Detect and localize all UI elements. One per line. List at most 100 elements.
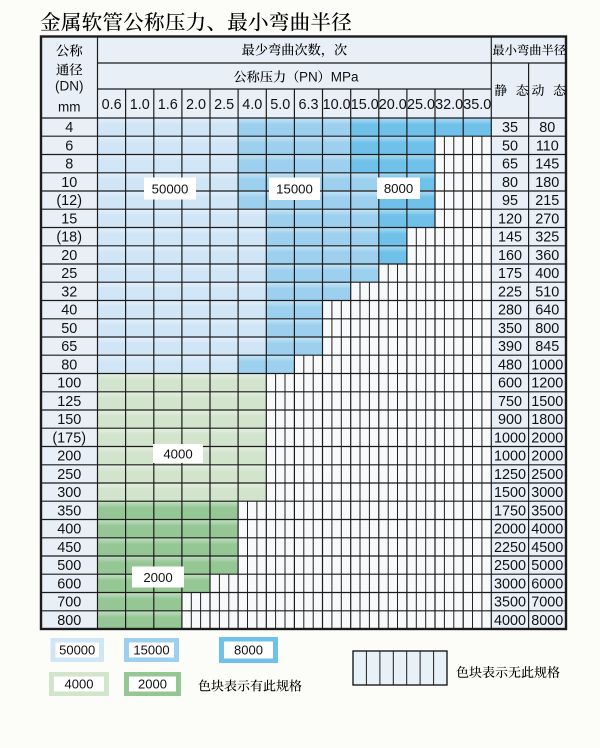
svg-text:MPa: MPa	[331, 70, 359, 85]
svg-text:8000: 8000	[234, 643, 263, 658]
svg-text:95: 95	[502, 193, 518, 209]
svg-text:32.0: 32.0	[435, 97, 463, 113]
svg-text:100: 100	[57, 376, 81, 392]
svg-text:2.0: 2.0	[186, 97, 206, 113]
svg-text:10.0: 10.0	[323, 97, 351, 113]
svg-text:8000: 8000	[531, 613, 563, 629]
svg-text:180: 180	[535, 175, 559, 191]
svg-text:270: 270	[535, 211, 559, 227]
svg-text:0.6: 0.6	[102, 97, 122, 113]
svg-text:2000: 2000	[143, 570, 172, 585]
svg-text:7000: 7000	[531, 595, 563, 611]
svg-text:300: 300	[57, 485, 81, 501]
svg-text:80: 80	[61, 357, 77, 373]
svg-text:3500: 3500	[531, 503, 563, 519]
svg-text:175: 175	[498, 266, 522, 282]
svg-text:20: 20	[61, 248, 77, 264]
svg-text:2000: 2000	[494, 522, 526, 538]
svg-text:2000: 2000	[531, 430, 563, 446]
svg-text:65: 65	[502, 157, 518, 173]
svg-text:65: 65	[61, 339, 77, 355]
svg-text:2000: 2000	[531, 449, 563, 465]
svg-text:(18): (18)	[56, 230, 82, 246]
svg-text:750: 750	[498, 394, 522, 410]
svg-text:2500: 2500	[531, 467, 563, 483]
svg-text:15000: 15000	[276, 182, 313, 197]
svg-text:1750: 1750	[494, 503, 526, 519]
svg-text:2250: 2250	[494, 540, 526, 556]
svg-text:6: 6	[65, 138, 73, 154]
svg-text:10: 10	[61, 175, 77, 191]
svg-text:25: 25	[61, 266, 77, 282]
svg-text:350: 350	[498, 321, 522, 337]
svg-text:4500: 4500	[531, 540, 563, 556]
svg-text:5.0: 5.0	[270, 97, 290, 113]
svg-text:510: 510	[535, 284, 559, 300]
svg-text:150: 150	[57, 412, 81, 428]
svg-text:400: 400	[535, 266, 559, 282]
svg-text:1.6: 1.6	[158, 97, 178, 113]
svg-text:PN: PN	[299, 70, 318, 85]
svg-text:1000: 1000	[494, 449, 526, 465]
svg-text:35: 35	[502, 120, 518, 136]
svg-text:360: 360	[535, 248, 559, 264]
svg-text:1000: 1000	[531, 357, 563, 373]
svg-text:32: 32	[61, 284, 77, 300]
svg-text:20.0: 20.0	[379, 97, 407, 113]
svg-text:1000: 1000	[494, 430, 526, 446]
svg-text:50: 50	[61, 321, 77, 337]
svg-text:450: 450	[57, 540, 81, 556]
svg-text:900: 900	[498, 412, 522, 428]
svg-text:5000: 5000	[531, 558, 563, 574]
svg-text:1500: 1500	[494, 485, 526, 501]
svg-text:mm: mm	[58, 100, 81, 115]
svg-text:600: 600	[57, 576, 81, 592]
svg-text:6.3: 6.3	[298, 97, 318, 113]
svg-text:280: 280	[498, 303, 522, 319]
svg-text:80: 80	[539, 120, 555, 136]
svg-text:4000: 4000	[163, 446, 192, 461]
svg-text:600: 600	[498, 376, 522, 392]
svg-text:160: 160	[498, 248, 522, 264]
svg-text:700: 700	[57, 595, 81, 611]
svg-text:1800: 1800	[531, 412, 563, 428]
svg-text:50: 50	[502, 138, 518, 154]
svg-text:(DN): (DN)	[55, 79, 84, 94]
svg-text:1.0: 1.0	[130, 97, 150, 113]
svg-text:40: 40	[61, 303, 77, 319]
svg-text:2500: 2500	[494, 558, 526, 574]
svg-text:800: 800	[535, 321, 559, 337]
svg-text:80: 80	[502, 175, 518, 191]
svg-text:(175): (175)	[52, 430, 86, 446]
svg-text:2000: 2000	[138, 677, 167, 692]
svg-text:125: 125	[57, 394, 81, 410]
svg-text:350: 350	[57, 503, 81, 519]
svg-text:4.0: 4.0	[242, 97, 262, 113]
svg-text:15: 15	[61, 211, 77, 227]
svg-text:1200: 1200	[531, 376, 563, 392]
svg-text:3500: 3500	[494, 595, 526, 611]
svg-text:800: 800	[57, 613, 81, 629]
svg-text:845: 845	[535, 339, 559, 355]
svg-text:50000: 50000	[59, 643, 95, 658]
svg-text:25.0: 25.0	[407, 97, 435, 113]
svg-text:200: 200	[57, 449, 81, 465]
svg-text:640: 640	[535, 303, 559, 319]
svg-text:3000: 3000	[494, 576, 526, 592]
svg-text:6000: 6000	[531, 576, 563, 592]
svg-text:4000: 4000	[494, 613, 526, 629]
svg-text:215: 215	[535, 193, 559, 209]
svg-text:35.0: 35.0	[463, 97, 491, 113]
svg-text:480: 480	[498, 357, 522, 373]
svg-text:15000: 15000	[133, 643, 169, 658]
svg-text:225: 225	[498, 284, 522, 300]
svg-text:4000: 4000	[65, 677, 94, 692]
svg-text:4: 4	[65, 120, 73, 136]
svg-text:110: 110	[536, 138, 559, 154]
svg-text:1500: 1500	[531, 394, 563, 410]
svg-text:50000: 50000	[152, 181, 189, 196]
svg-text:3000: 3000	[531, 485, 563, 501]
svg-text:390: 390	[498, 339, 522, 355]
svg-text:145: 145	[535, 157, 559, 173]
svg-text:2.5: 2.5	[214, 97, 234, 113]
